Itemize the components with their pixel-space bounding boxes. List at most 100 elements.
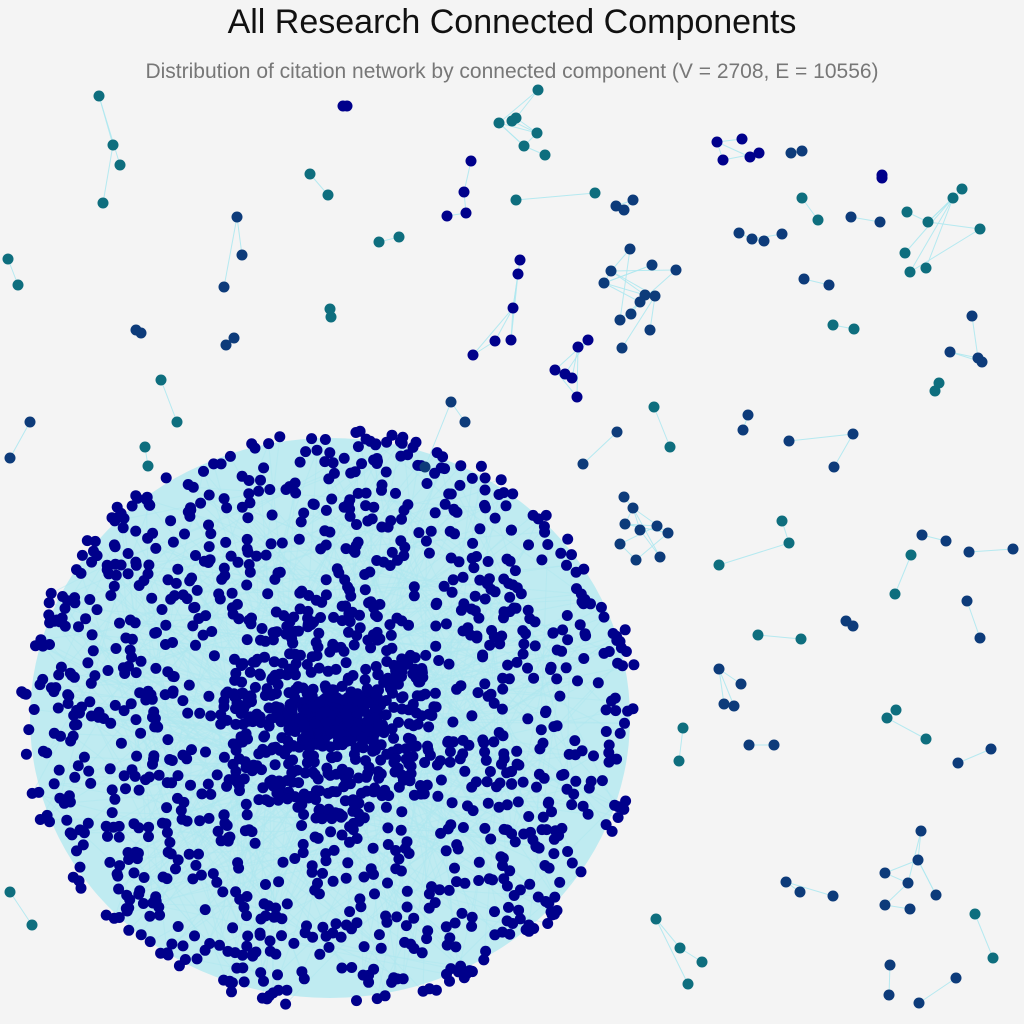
component-node (648, 401, 660, 413)
giant-component-node (473, 875, 485, 886)
giant-component-node (292, 681, 304, 693)
giant-component-node (203, 519, 214, 531)
giant-component-node (300, 446, 312, 458)
giant-component-node (488, 631, 500, 643)
giant-component-node (66, 829, 78, 841)
giant-component-node (430, 640, 442, 652)
giant-component-node (206, 626, 218, 637)
component-node (532, 84, 544, 96)
giant-edge (395, 868, 503, 933)
giant-component-node (88, 545, 99, 557)
giant-component-node (451, 683, 463, 695)
giant-component-node (76, 549, 88, 561)
giant-component-node (109, 793, 121, 805)
giant-component-node (506, 524, 517, 536)
giant-component-node (126, 651, 138, 663)
giant-component-node (203, 489, 215, 501)
giant-component-node (114, 617, 125, 629)
giant-component-node (451, 876, 462, 888)
component-edge (160, 379, 178, 423)
giant-component-node (413, 527, 425, 539)
giant-edge (124, 673, 253, 956)
giant-component-node (451, 839, 463, 851)
giant-component-node (569, 735, 581, 747)
giant-component-node (151, 627, 162, 638)
giant-component-node (260, 549, 272, 561)
giant-component-node (271, 911, 283, 923)
component-node (902, 877, 914, 889)
giant-edge (331, 757, 386, 996)
giant-component-node (188, 602, 200, 614)
component-node (507, 302, 519, 314)
giant-edge (251, 530, 326, 619)
giant-component-node (395, 824, 407, 836)
giant-component-node (221, 502, 233, 514)
giant-component-node (231, 598, 243, 610)
giant-edge (209, 494, 610, 652)
giant-component-node (295, 516, 307, 528)
giant-component-node (134, 687, 146, 699)
component-node (325, 311, 337, 323)
giant-component-node (566, 857, 578, 869)
component-node (220, 339, 232, 351)
giant-component-node (430, 701, 442, 713)
giant-component-node (177, 695, 189, 707)
giant-component-node (187, 620, 199, 632)
component-edge (894, 554, 912, 595)
giant-component-node (130, 525, 142, 537)
component-edge (515, 192, 596, 201)
component-node (605, 265, 617, 277)
giant-component-node (344, 906, 356, 918)
giant-component-node (115, 737, 127, 749)
component-node (794, 886, 806, 898)
giant-component-node (393, 853, 405, 865)
giant-component-node (312, 877, 323, 889)
giant-component-node (298, 973, 310, 985)
giant-component-node (202, 778, 214, 790)
giant-component-node (267, 987, 279, 999)
giant-component-node (399, 842, 411, 854)
giant-component-node (131, 750, 143, 762)
giant-component-node (488, 736, 500, 748)
giant-component-node (179, 528, 190, 540)
giant-component-node (504, 865, 516, 877)
component-node (930, 889, 942, 901)
giant-component-node (28, 704, 40, 715)
giant-component-node (529, 640, 541, 652)
giant-component-node (381, 645, 393, 657)
giant-component-node (301, 920, 312, 932)
component-node (445, 396, 457, 408)
giant-component-node (368, 501, 380, 513)
giant-component-node (423, 902, 435, 914)
component-edge (632, 507, 669, 534)
giant-component-node (249, 681, 261, 693)
giant-component-node (466, 781, 478, 793)
giant-component-node (323, 941, 335, 953)
giant-component-node (328, 611, 340, 623)
component-edge (971, 315, 979, 359)
component-node (916, 529, 928, 541)
giant-component-node (354, 622, 366, 634)
giant-component-node (264, 484, 276, 495)
giant-component-node (205, 788, 217, 800)
component-node (489, 335, 501, 347)
giant-component-node (310, 812, 322, 824)
giant-component-node (546, 909, 558, 921)
component-node (812, 214, 824, 226)
giant-edge (119, 622, 261, 641)
giant-component-node (236, 676, 248, 688)
component-edge (9, 421, 31, 459)
giant-component-node (435, 774, 447, 786)
component-node (753, 147, 765, 159)
giant-component-node (344, 616, 356, 628)
giant-component-node (326, 813, 338, 825)
giant-component-node (556, 645, 568, 657)
component-node (904, 266, 916, 278)
component-node (913, 997, 925, 1009)
giant-component-node (148, 706, 160, 718)
giant-component-node (481, 776, 493, 788)
giant-component-node (71, 704, 83, 716)
giant-component-node (322, 665, 334, 677)
component-edge (957, 748, 992, 764)
giant-component-node (614, 727, 626, 739)
